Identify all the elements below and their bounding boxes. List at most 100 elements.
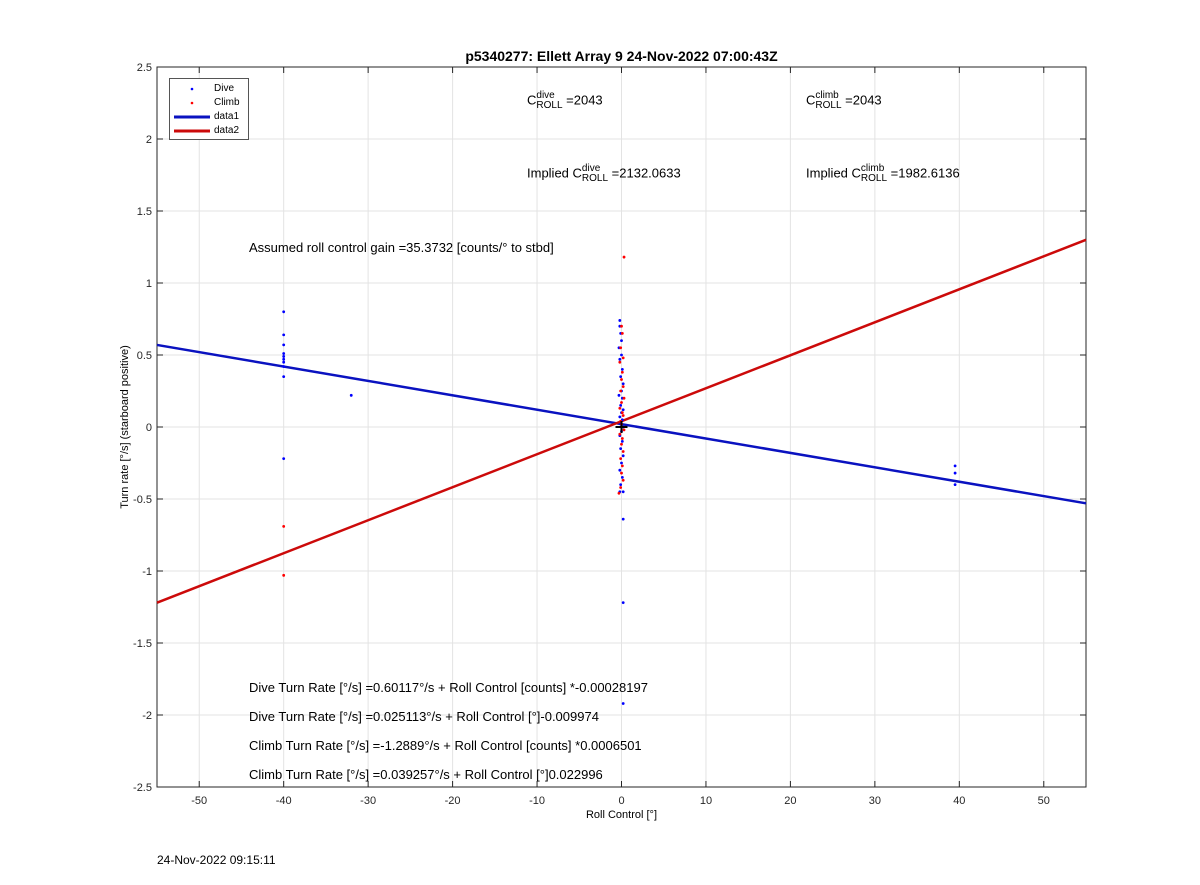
point-climb	[621, 450, 625, 453]
fit-line-climb-degrees: Climb Turn Rate [°/s] =0.039257°/s + Rol…	[249, 767, 603, 782]
fit-line-climb-counts: Climb Turn Rate [°/s] =-1.2889°/s + Roll…	[249, 738, 642, 753]
point-climb	[621, 414, 625, 417]
implied-climb-prefix: Implied C	[806, 165, 861, 181]
y-axis: 2.5 2 1.5 1 0.5 0 -0.5 -1 -1.5 -2 -2.5	[133, 62, 1086, 794]
point-dive	[621, 702, 625, 705]
point-climb	[620, 411, 624, 414]
point-climb	[621, 385, 625, 389]
point-climb	[620, 378, 623, 381]
point-dive	[953, 471, 957, 475]
x-axis-label: Roll Control [°]	[586, 809, 657, 821]
point-climb	[622, 255, 626, 259]
x-tick-label: 40	[953, 795, 965, 807]
point-climb	[282, 524, 286, 528]
point-climb	[619, 457, 623, 461]
y-tick-label: 0	[146, 422, 152, 434]
point-dive	[618, 319, 622, 322]
point-dive	[282, 352, 286, 355]
chart-title: p5340277: Ellett Array 9 24-Nov-2022 07:…	[465, 48, 778, 64]
x-tick-label: 20	[784, 795, 796, 807]
point-climb	[622, 396, 626, 400]
point-dive	[620, 476, 624, 479]
y-tick-label: 1	[146, 278, 152, 290]
point-dive	[621, 601, 625, 605]
point-climb	[618, 432, 622, 436]
series	[156, 238, 1087, 705]
implied-climb-sub: ROLL	[860, 173, 888, 184]
c-roll-climb-sub: ROLL	[815, 100, 842, 111]
point-climb	[617, 491, 621, 495]
implied-dive-value: =2132.0633	[611, 165, 681, 181]
point-dive	[282, 310, 286, 314]
point-dive	[618, 415, 622, 419]
point-climb	[619, 346, 623, 350]
point-dive	[620, 353, 623, 357]
point-dive	[282, 357, 286, 361]
legend-item-data2: data2	[170, 124, 248, 138]
point-climb	[282, 573, 286, 577]
point-dive	[282, 343, 286, 347]
y-tick-label: -2	[142, 710, 152, 722]
x-axis: -50 -40 -30 -20 -10 0 10 20 30 40 50	[191, 67, 1050, 807]
y-tick-label: 2	[146, 134, 152, 146]
implied-dive-prefix: Implied C	[527, 165, 582, 181]
legend-climb-label: Climb	[214, 97, 240, 108]
point-dive	[282, 355, 286, 358]
x-tick-label: -40	[276, 795, 292, 807]
implied-climb-sup: climb	[860, 163, 885, 174]
c-roll-climb-value: =2043	[845, 92, 882, 108]
legend-item-data1: data1	[170, 110, 248, 124]
legend-dive-marker	[190, 87, 194, 91]
point-dive	[621, 517, 625, 521]
implied-dive-sub: ROLL	[581, 173, 609, 184]
point-climb	[620, 442, 623, 446]
point-dive	[621, 382, 625, 386]
point-dive	[620, 461, 623, 465]
x-tick-label: 0	[618, 795, 624, 807]
point-dive	[619, 483, 623, 486]
fit-line-dive-counts: Dive Turn Rate [°/s] =0.60117°/s + Roll …	[249, 680, 648, 695]
x-tick-label: -30	[360, 795, 376, 807]
c-roll-dive-sub: ROLL	[536, 100, 563, 111]
y-tick-label: -1.5	[133, 638, 152, 650]
y-axis-label: Turn rate [°/s] (starboard positive)	[119, 345, 131, 509]
implied-climb-value: =1982.6136	[890, 165, 960, 181]
point-dive	[620, 339, 623, 342]
point-climb	[620, 332, 624, 335]
point-dive	[618, 357, 622, 361]
legend-climb-marker	[190, 101, 194, 105]
y-tick-label: 0.5	[137, 350, 152, 362]
point-climb	[618, 360, 622, 364]
c-roll-climb-symbol: C	[806, 92, 816, 108]
point-dive	[619, 404, 623, 407]
point-climb	[620, 464, 624, 468]
fit-line-dive-degrees: Dive Turn Rate [°/s] =0.025113°/s + Roll…	[249, 709, 599, 724]
implied-dive-sup: dive	[581, 163, 601, 174]
c-roll-climb-sup: climb	[815, 90, 839, 101]
point-climb	[621, 356, 625, 360]
footer-timestamp: 24-Nov-2022 09:15:11	[157, 853, 276, 867]
point-dive	[621, 408, 625, 412]
point-dive	[953, 483, 957, 486]
point-dive	[619, 447, 623, 450]
legend-data1-label: data1	[214, 111, 240, 122]
point-climb	[620, 471, 623, 475]
point-climb	[619, 389, 623, 393]
point-dive	[617, 393, 621, 397]
x-tick-label: 30	[869, 795, 881, 807]
point-climb	[618, 406, 622, 410]
y-tick-label: 1.5	[137, 206, 152, 218]
point-dive	[282, 360, 286, 364]
point-dive	[349, 393, 353, 397]
point-climb	[619, 486, 623, 489]
y-tick-label: -0.5	[133, 494, 152, 506]
gain-annotation: Assumed roll control gain =35.3732 [coun…	[249, 240, 554, 255]
point-climb	[620, 370, 624, 374]
legend-data2-label: data2	[214, 125, 240, 136]
y-tick-label: -2.5	[133, 782, 152, 794]
point-dive	[619, 375, 623, 378]
point-climb	[621, 478, 625, 482]
